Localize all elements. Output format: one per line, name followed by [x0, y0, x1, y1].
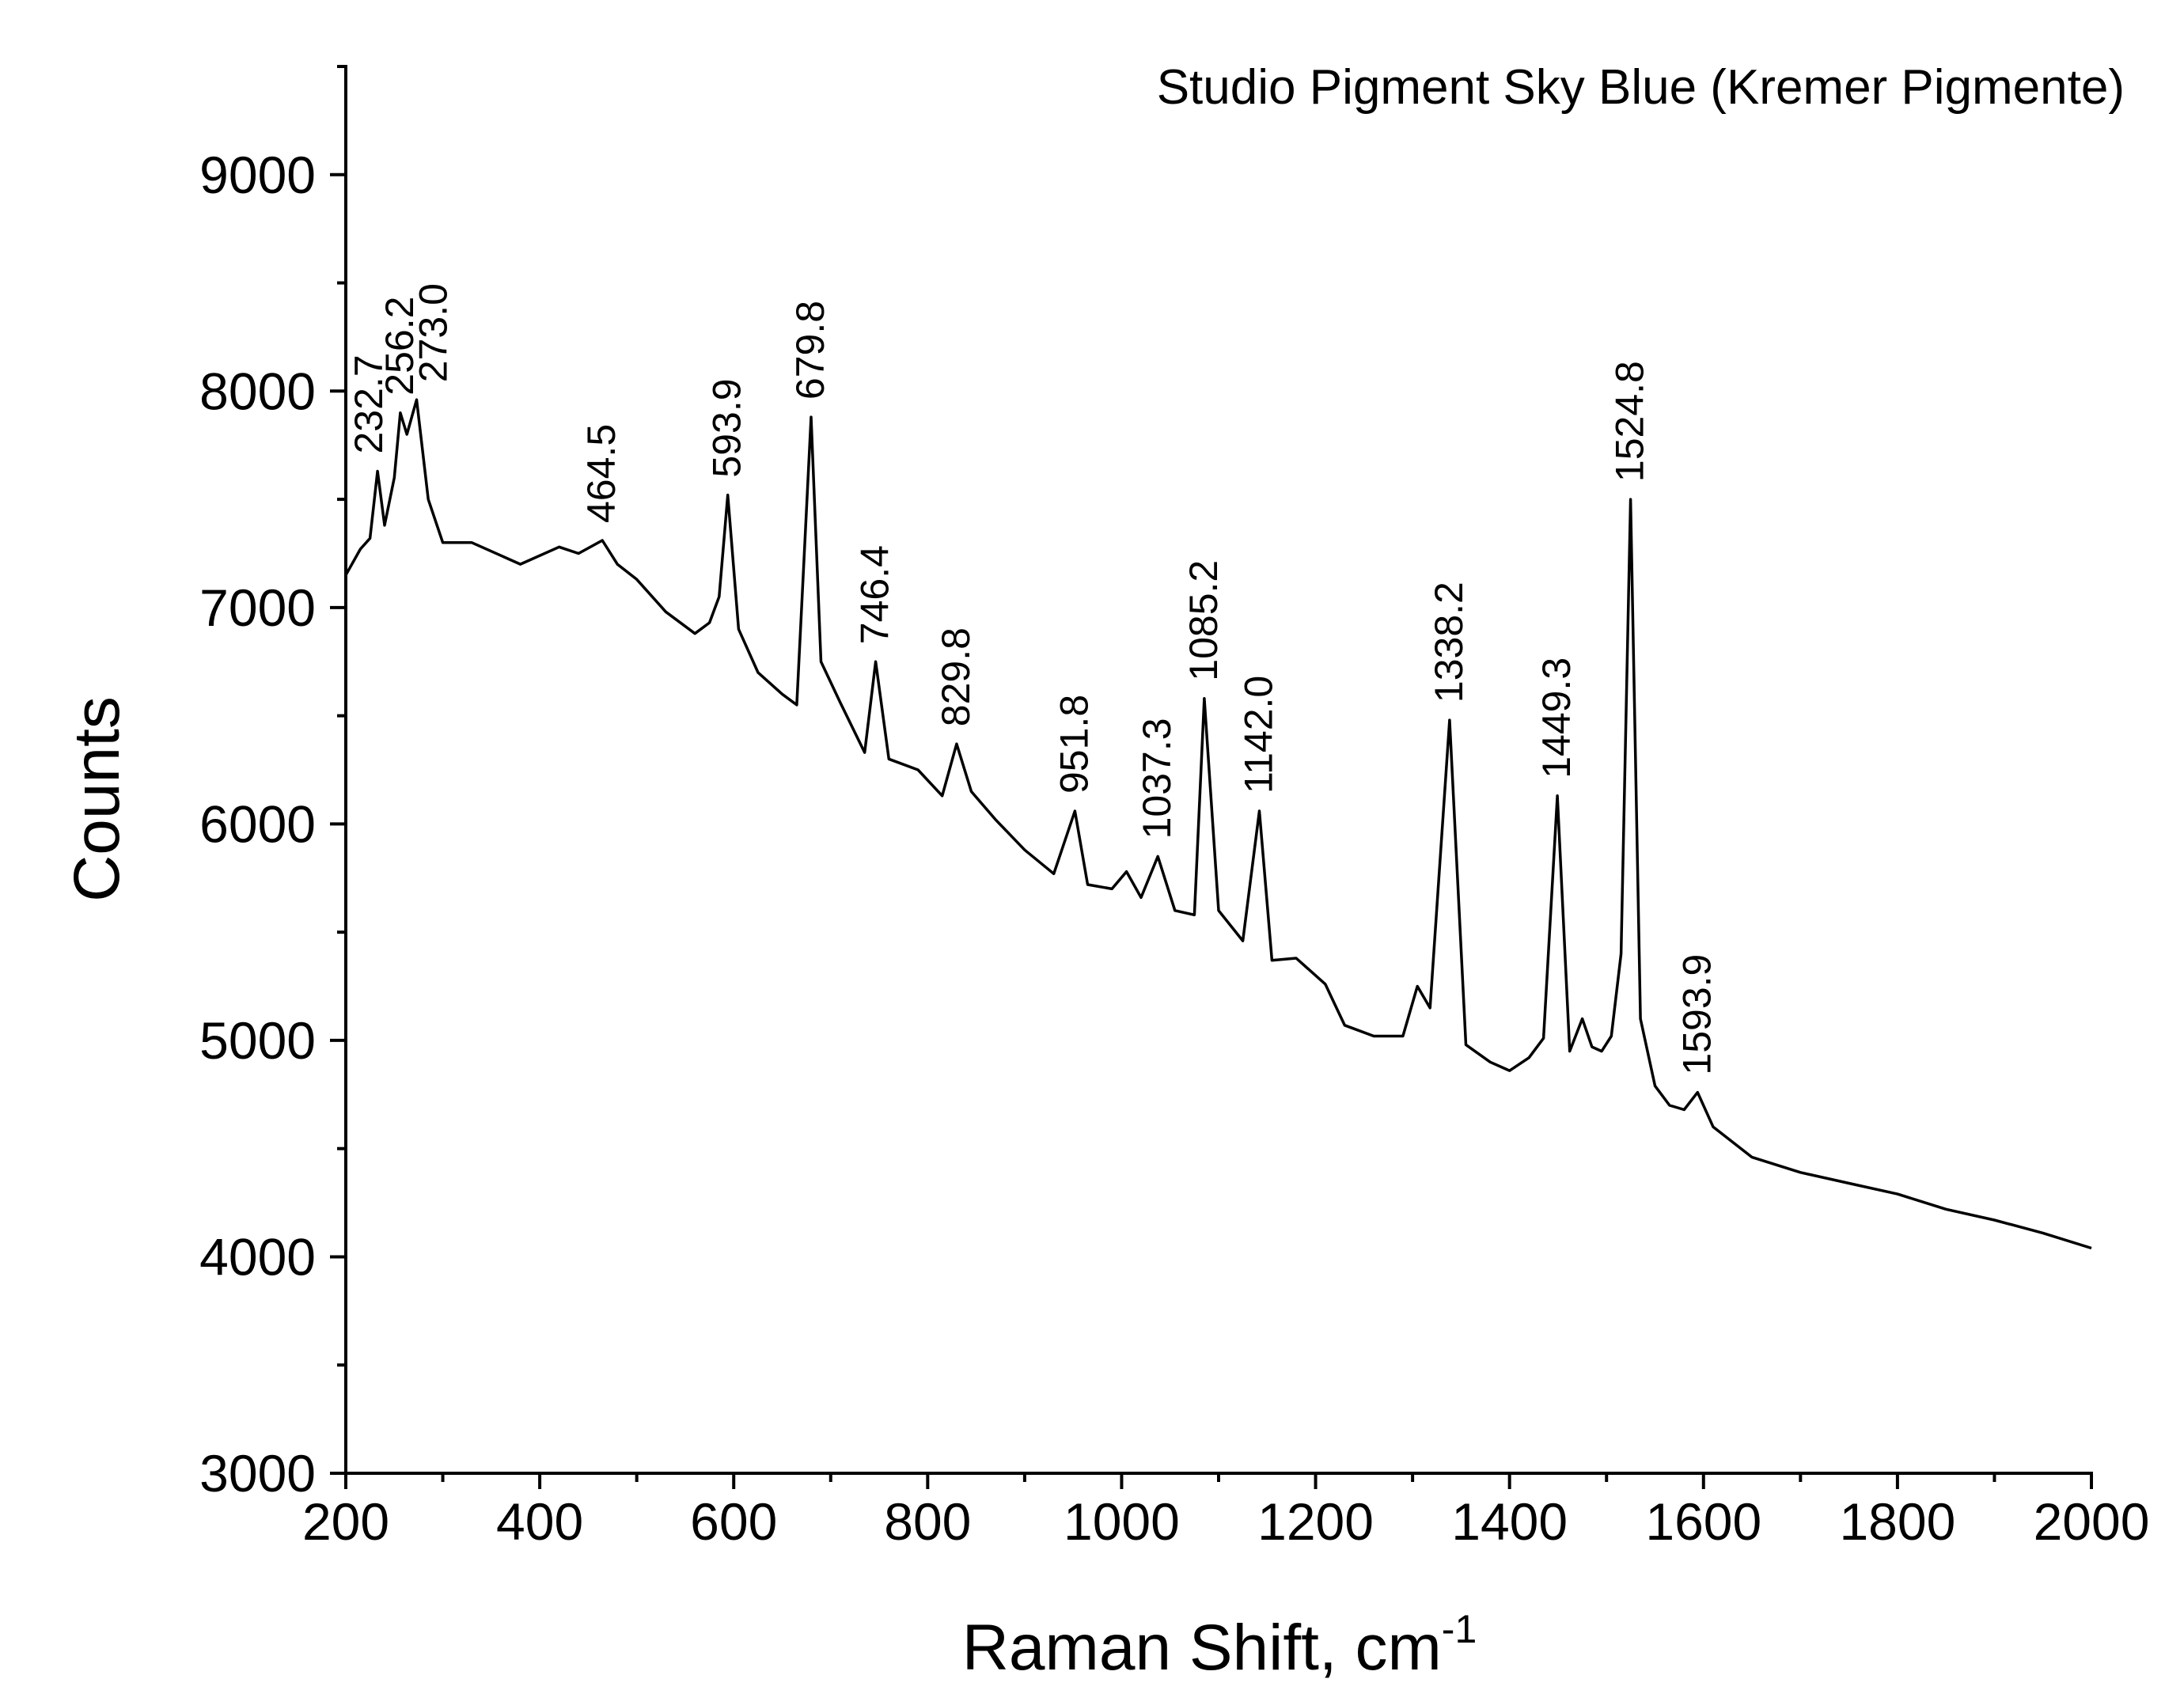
peak-label: 1338.2	[1427, 582, 1471, 703]
y-axis-ticks: 3000 4000 5000 6000 7000 8000 9000	[199, 65, 346, 1503]
x-tick-label: 1400	[1451, 1492, 1568, 1551]
y-tick-label: 9000	[199, 146, 316, 204]
peak-label: 829.8	[934, 627, 978, 726]
x-axis-title: Raman Shift, cm-1	[962, 1607, 1477, 1684]
y-tick-label: 4000	[199, 1227, 316, 1286]
x-tick-label: 400	[496, 1492, 583, 1551]
y-tick-label: 6000	[199, 794, 316, 853]
peak-label: 1142.0	[1237, 676, 1281, 794]
x-tick-label: 1200	[1257, 1492, 1374, 1551]
peak-label: 746.4	[853, 545, 897, 644]
peak-label: 679.8	[788, 301, 832, 400]
y-tick-label: 8000	[199, 362, 316, 420]
peak-label: 232.7	[347, 354, 391, 453]
peak-label: 593.9	[705, 378, 749, 477]
x-tick-label: 800	[884, 1492, 971, 1551]
x-tick-label: 1800	[1839, 1492, 1955, 1551]
x-axis-title-text: Raman Shift, cm	[962, 1612, 1442, 1684]
peak-label: 464.5	[579, 424, 624, 523]
plot-area: 200 400 600 800 1000 1200 1400 1600 1800 2000 300…	[199, 65, 2149, 1551]
y-tick-label: 5000	[199, 1011, 316, 1070]
x-tick-label: 600	[690, 1492, 777, 1551]
x-tick-label: 200	[302, 1492, 389, 1551]
x-tick-label: 1600	[1645, 1492, 1761, 1551]
peak-label: 1593.9	[1674, 954, 1719, 1075]
peak-label: 1449.3	[1534, 658, 1579, 779]
x-tick-label: 2000	[2034, 1492, 2150, 1551]
x-axis-ticks: 200 400 600 800 1000 1200 1400 1600 1800 2000	[302, 1473, 2149, 1551]
peak-label: 1037.3	[1135, 718, 1179, 839]
x-axis-title-superscript: -1	[1442, 1607, 1477, 1651]
peak-label: 273.0	[411, 283, 456, 382]
y-tick-label: 7000	[199, 578, 316, 637]
y-tick-label: 3000	[199, 1444, 316, 1503]
peak-label: 256.2	[377, 297, 422, 396]
peak-label: 1085.2	[1181, 560, 1226, 681]
chart-title: Studio Pigment Sky Blue (Kremer Pigmente…	[1157, 60, 2125, 115]
y-axis-title: Counts	[61, 696, 133, 902]
peak-label: 1524.8	[1608, 361, 1652, 482]
spectrum-line	[344, 398, 2092, 1250]
x-tick-label: 1000	[1064, 1492, 1180, 1551]
peak-label: 951.8	[1052, 695, 1096, 794]
